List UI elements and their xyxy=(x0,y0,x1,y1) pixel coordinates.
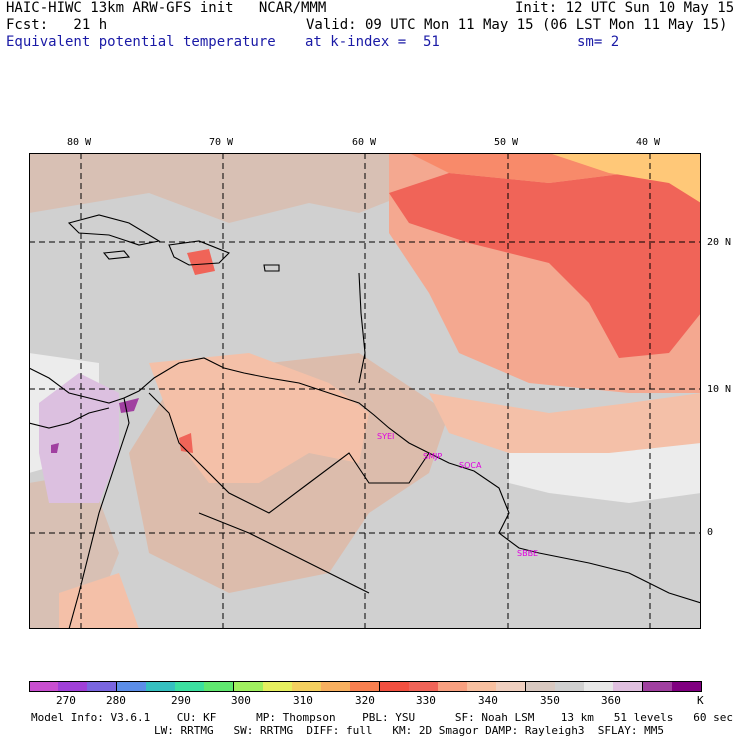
field-red-andes xyxy=(179,433,193,453)
map-frame xyxy=(29,153,701,629)
colorbar-label-300: 300 xyxy=(231,694,251,707)
lat-label-20n: 20 N xyxy=(707,237,732,248)
field-tan-north xyxy=(29,153,409,223)
colorbar-label-310: 310 xyxy=(293,694,313,707)
colorbar-swatch xyxy=(467,681,498,692)
field-lavender-panama xyxy=(39,373,119,503)
field-peach-venezuela xyxy=(149,353,369,483)
colorbar-swatch xyxy=(87,681,118,692)
colorbar-swatch xyxy=(291,681,322,692)
puerto-rico-outline xyxy=(263,264,280,272)
country-borders-south xyxy=(198,512,370,594)
site-label-sbbe: SBBE xyxy=(517,549,538,558)
country-borders-north xyxy=(148,392,430,514)
lat-label-10n: 10 N xyxy=(707,384,732,395)
field-purple-gulf xyxy=(119,398,139,413)
graticule xyxy=(29,153,701,629)
colorbar-swatch xyxy=(379,681,410,692)
colorbar-swatch xyxy=(525,681,556,692)
colorbar-label-330: 330 xyxy=(416,694,436,707)
equivalent-potential-temperature-map: SYEI SMJP SOCA SBBE xyxy=(29,153,701,629)
hispaniola-outline xyxy=(168,240,230,266)
colorbar-label-290: 290 xyxy=(171,694,191,707)
field-red-band xyxy=(389,173,701,358)
colorbar-swatch xyxy=(175,681,206,692)
header-valid-time: Valid: 09 UTC Mon 11 May 15 (06 LST Mon … xyxy=(306,17,728,33)
footer-physics-info: LW: RRTMG SW: RRTMG DIFF: full KM: 2D Sm… xyxy=(154,724,664,737)
colorbar-swatch xyxy=(350,681,381,692)
colorbar-swatch xyxy=(671,681,702,692)
site-label-syei: SYEI xyxy=(377,432,394,441)
colorbar-label-340: 340 xyxy=(478,694,498,707)
central-america-coast xyxy=(29,407,110,429)
colorbar-swatch xyxy=(584,681,615,692)
colorbar-label-320: 320 xyxy=(355,694,375,707)
colorbar-swatch xyxy=(262,681,293,692)
colorbar-swatch xyxy=(233,681,264,692)
field-white-atlantic xyxy=(509,443,701,503)
field-red-hispaniola xyxy=(187,249,215,275)
site-label-soca: SOCA xyxy=(459,461,482,470)
jamaica-outline xyxy=(102,250,131,260)
colorbar-swatch xyxy=(554,681,585,692)
header-level: at k-index = 51 xyxy=(305,34,440,50)
colorbar-swatch xyxy=(613,681,644,692)
lon-label-60w: 60 W xyxy=(352,137,377,148)
colorbar-swatch xyxy=(642,681,673,692)
lon-label-40w: 40 W xyxy=(636,137,661,148)
header-smoothing: sm= 2 xyxy=(577,34,620,50)
header-title: HAIC-HIWC 13km ARW-GFS init NCAR/MMM xyxy=(6,0,327,16)
colorbar-label-350: 350 xyxy=(540,694,560,707)
field-peach-atlantic xyxy=(429,393,701,463)
colorbar-swatch xyxy=(204,681,235,692)
colorbar-label-360: 360 xyxy=(601,694,621,707)
colorbar-swatch xyxy=(438,681,469,692)
lon-label-80w: 80 W xyxy=(67,137,92,148)
map-panel: SYEI SMJP SOCA SBBE xyxy=(29,153,701,629)
field-purple-spot xyxy=(51,443,59,453)
colorbar-swatch xyxy=(145,681,176,692)
colorbar-swatch xyxy=(29,681,59,692)
footer-model-info: Model Info: V3.6.1 CU: KF MP: Thompson P… xyxy=(31,711,733,724)
lon-label-50w: 50 W xyxy=(494,137,519,148)
header-init-time: Init: 12 UTC Sun 10 May 15 xyxy=(515,0,735,16)
field-gold-corner xyxy=(549,153,701,203)
cuba-outline xyxy=(67,214,161,246)
header-forecast-hour: Fcst: 21 h xyxy=(6,17,108,33)
colorbar-swatch xyxy=(58,681,89,692)
coastlines xyxy=(29,214,701,629)
lon-label-70w: 70 W xyxy=(209,137,234,148)
header-field-name: Equivalent potential temperature xyxy=(6,34,276,50)
colorbar-swatch xyxy=(116,681,147,692)
colorbar-label-units: K xyxy=(697,694,704,707)
lat-label-0: 0 xyxy=(707,527,714,538)
colorbar-label-270: 270 xyxy=(56,694,76,707)
colorbar-swatch xyxy=(408,681,439,692)
colorbar-label-280: 280 xyxy=(106,694,126,707)
colorbar-swatch xyxy=(496,681,527,692)
field-peach-southwest xyxy=(59,573,139,629)
lesser-antilles-chain xyxy=(358,272,366,384)
site-label-smjp: SMJP xyxy=(423,452,442,461)
colorbar-swatch xyxy=(321,681,352,692)
